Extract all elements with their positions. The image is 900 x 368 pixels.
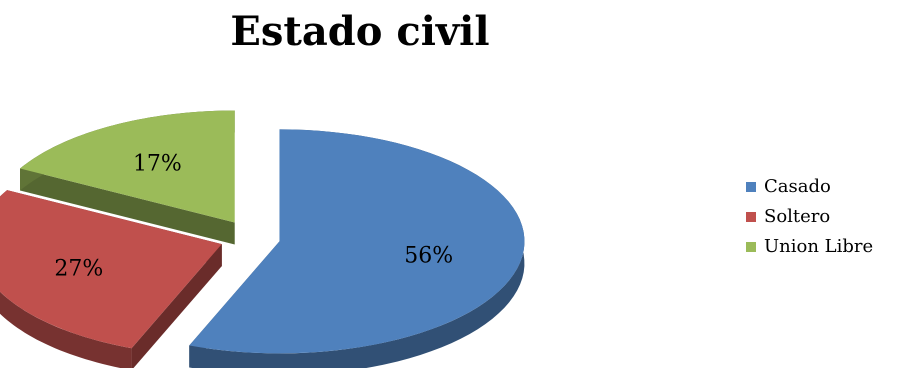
data-label-casado: 56%: [404, 243, 453, 268]
legend-swatch-casado: [746, 182, 756, 192]
legend-label-union-libre: Union Libre: [764, 232, 873, 262]
legend-item-union-libre: Union Libre: [746, 232, 873, 262]
legend: Casado Soltero Union Libre: [746, 172, 873, 262]
legend-item-soltero: Soltero: [746, 202, 873, 232]
legend-item-casado: Casado: [746, 172, 873, 202]
legend-label-casado: Casado: [764, 172, 831, 202]
legend-label-soltero: Soltero: [764, 202, 830, 232]
legend-swatch-soltero: [746, 212, 756, 222]
data-label-soltero: 27%: [54, 257, 103, 282]
pie-chart: 56% 27% 17%: [0, 0, 720, 368]
pie-slice-casado: [189, 129, 524, 368]
legend-swatch-union-libre: [746, 242, 756, 252]
data-label-union-libre: 17%: [133, 152, 182, 177]
